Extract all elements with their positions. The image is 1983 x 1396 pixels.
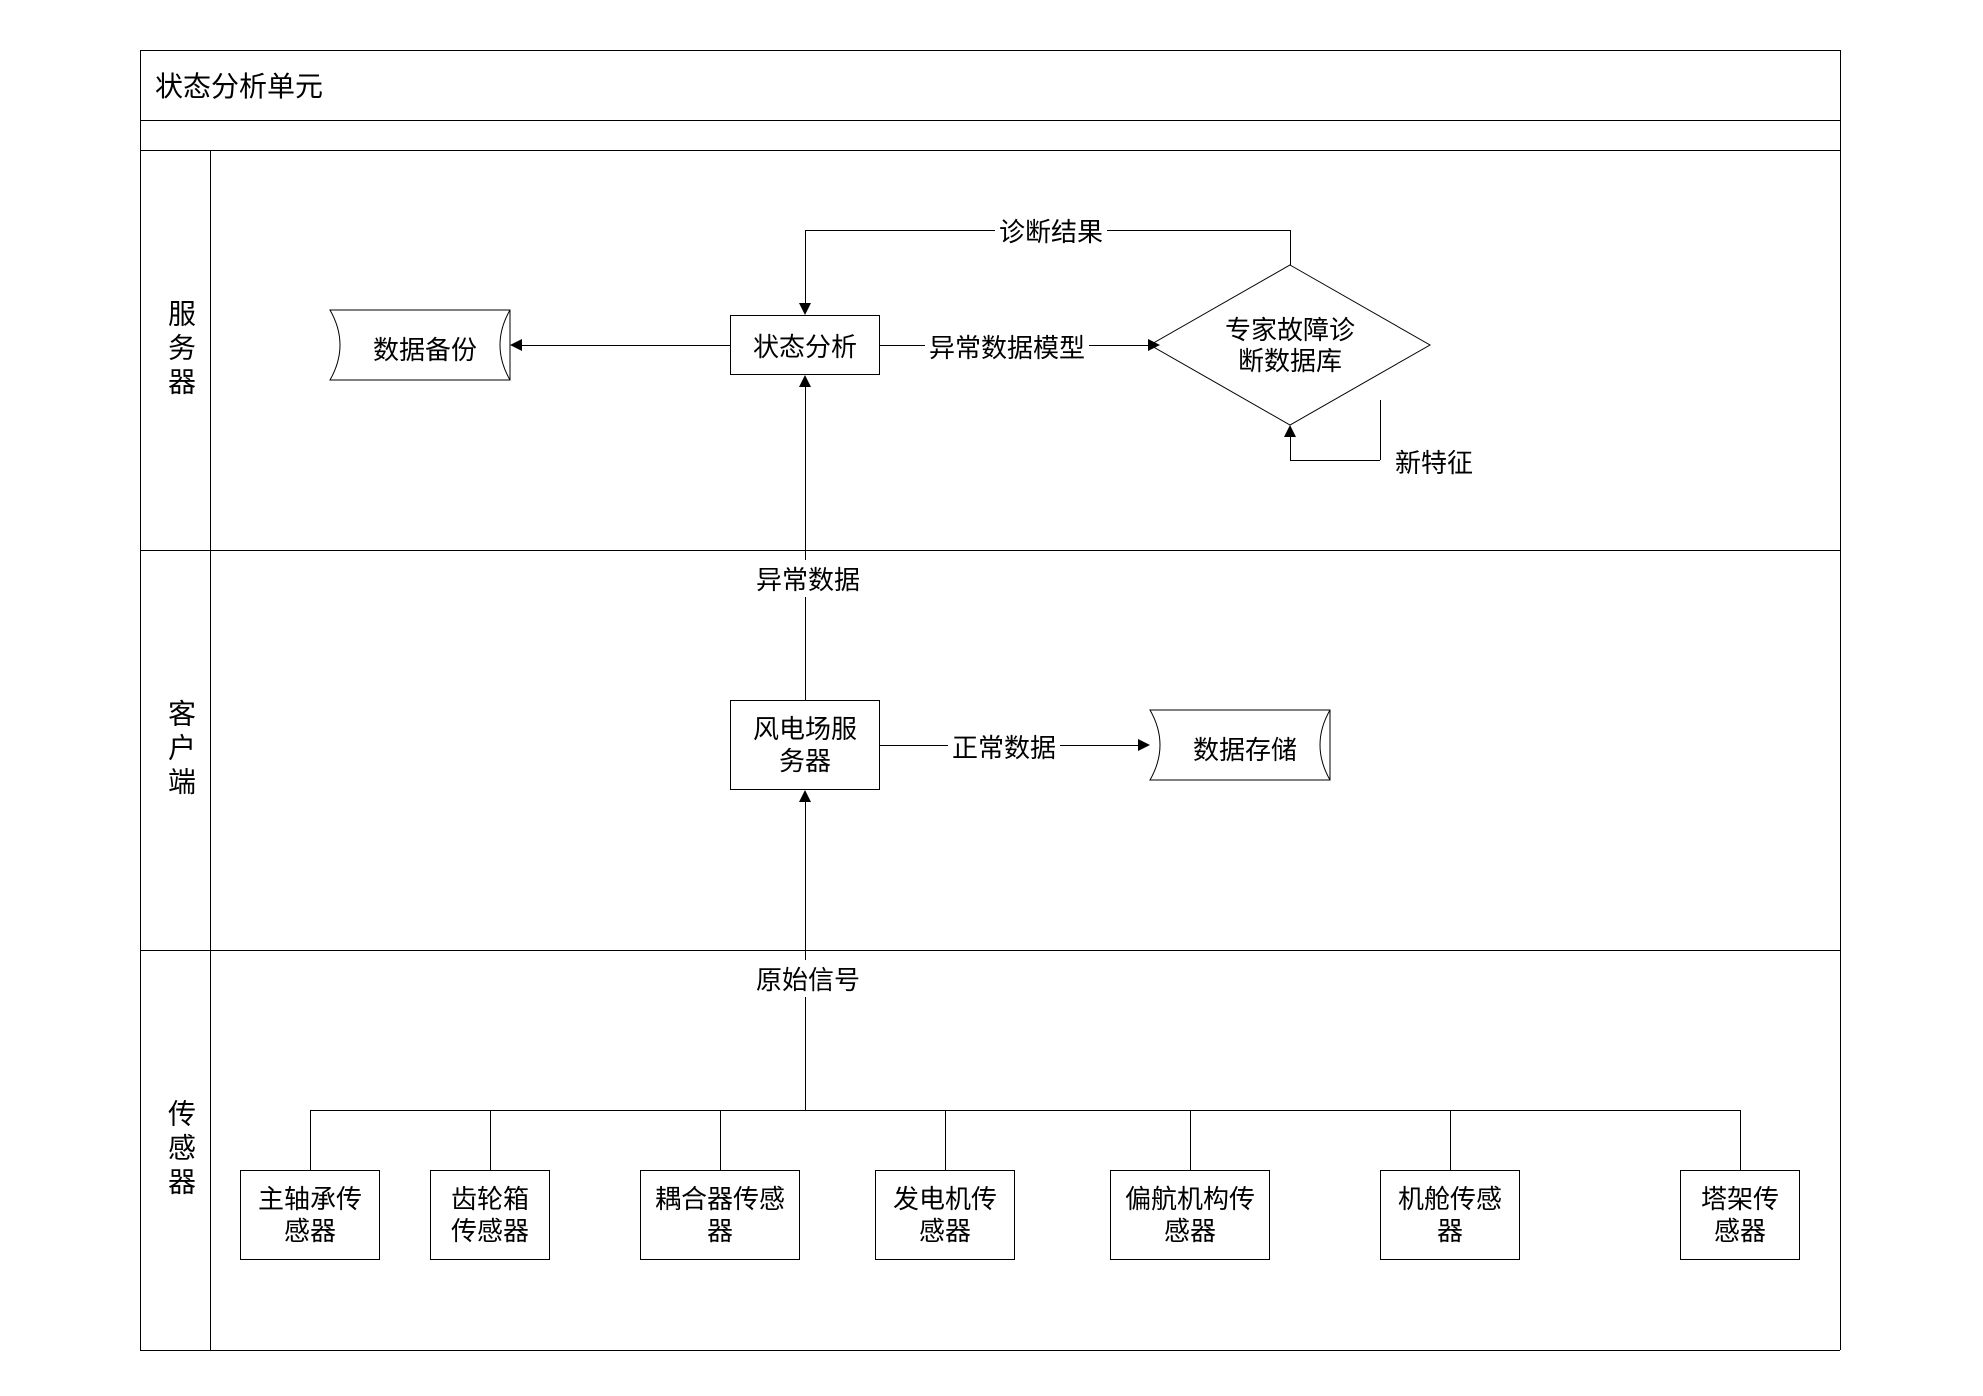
sensor-box-7: 塔架传感器 <box>1680 1170 1800 1260</box>
sensor-box-6: 机舱传感器 <box>1380 1170 1520 1260</box>
edge-diag-result: 诊断结果 <box>995 212 1107 249</box>
arrow-abnormal-v <box>805 387 806 700</box>
state-analysis-label: 状态分析 <box>753 327 857 364</box>
s2l1: 齿轮箱 <box>451 1184 529 1214</box>
s3-v <box>720 1110 721 1170</box>
s6l1: 机舱传感 <box>1398 1184 1502 1214</box>
expert-db-line2: 断数据库 <box>1238 346 1342 376</box>
arrowhead-diamond <box>1148 339 1160 351</box>
s5l2: 感器 <box>1164 1216 1216 1246</box>
s6-v <box>1450 1110 1451 1170</box>
edge-abnormal-data: 异常数据 <box>752 560 864 597</box>
arrow-raw-v <box>805 802 806 1110</box>
s7-v <box>1740 1110 1741 1170</box>
sensor-bus <box>310 1110 1740 1111</box>
lane-label-client: 客户端 <box>150 550 210 950</box>
newfeat-h <box>1290 460 1380 461</box>
sensor-box-3: 耦合器传感器 <box>640 1170 800 1260</box>
s1l1: 主轴承传 <box>258 1184 362 1214</box>
edge-raw-signal: 原始信号 <box>752 960 864 997</box>
s5-v <box>1190 1110 1191 1170</box>
sensor-box-4: 发电机传感器 <box>875 1170 1015 1260</box>
outer-right <box>1840 50 1841 1350</box>
lane-div-1 <box>140 550 1840 551</box>
state-analysis-box: 状态分析 <box>730 315 880 375</box>
sensor-box-1: 主轴承传感器 <box>240 1170 380 1260</box>
data-storage-label: 数据存储 <box>1175 730 1315 767</box>
edge-normal-data: 正常数据 <box>948 728 1060 765</box>
wind-server-box: 风电场服 务器 <box>730 700 880 790</box>
edge-new-feature: 新特征 <box>1395 443 1473 480</box>
diagram-canvas: 状态分析单元 服务器 客户端 传感器 数据备份 状态分析 专家故障诊 断数据库 … <box>0 0 1983 1396</box>
arrowhead-diag-result <box>799 303 811 315</box>
s7l2: 感器 <box>1714 1216 1766 1246</box>
sensor-box-5: 偏航机构传感器 <box>1110 1170 1270 1260</box>
s4l2: 感器 <box>919 1216 971 1246</box>
outer-top <box>140 50 1840 51</box>
s4-v <box>945 1110 946 1170</box>
expert-db-label: 专家故障诊 断数据库 <box>1200 315 1380 377</box>
lane-label-server: 服务器 <box>150 150 210 550</box>
s1l2: 感器 <box>284 1216 336 1246</box>
wind-server-l1: 风电场服 <box>753 714 857 744</box>
lane-label-sensor: 传感器 <box>150 950 210 1350</box>
wind-server-l2: 务器 <box>779 746 831 776</box>
edge-abnormal-model: 异常数据模型 <box>925 328 1089 365</box>
data-backup-label: 数据备份 <box>350 330 500 367</box>
s4l1: 发电机传 <box>893 1184 997 1214</box>
arrowhead-normal <box>1138 739 1150 751</box>
lane-div-2 <box>140 950 1840 951</box>
expert-db-line1: 专家故障诊 <box>1225 315 1355 345</box>
outer-bottom <box>140 1350 1840 1351</box>
lane-col-divider <box>210 150 211 1350</box>
diag-result-v2 <box>805 230 806 303</box>
s5l1: 偏航机构传 <box>1125 1184 1255 1214</box>
newfeat-v2 <box>1290 437 1291 460</box>
s6l2: 器 <box>1437 1216 1463 1246</box>
outer-left <box>140 50 141 1350</box>
newfeat-v1 <box>1380 400 1381 460</box>
diagram-title: 状态分析单元 <box>155 65 323 105</box>
diag-result-v1 <box>1290 230 1291 265</box>
sensor-box-2: 齿轮箱传感器 <box>430 1170 550 1260</box>
arrowhead-backup <box>510 339 522 351</box>
header-bottom-line <box>140 120 1840 121</box>
arrowhead-newfeat <box>1284 425 1296 437</box>
s2l2: 传感器 <box>451 1216 529 1246</box>
s3l1: 耦合器传感 <box>655 1184 785 1214</box>
s1-v <box>310 1110 311 1170</box>
arrow-analysis-backup <box>520 345 730 346</box>
arrowhead-abnormal <box>799 375 811 387</box>
s2-v <box>490 1110 491 1170</box>
s7l1: 塔架传 <box>1701 1184 1779 1214</box>
s3l2: 器 <box>707 1216 733 1246</box>
arrowhead-raw <box>799 790 811 802</box>
toolbar-bottom-line <box>140 150 1840 151</box>
